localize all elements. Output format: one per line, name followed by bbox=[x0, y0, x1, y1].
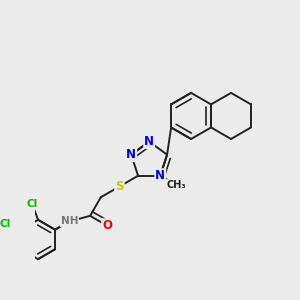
Text: NH: NH bbox=[61, 216, 78, 226]
Text: S: S bbox=[115, 180, 124, 193]
Text: O: O bbox=[102, 219, 112, 232]
Text: CH₃: CH₃ bbox=[166, 180, 186, 190]
Text: Cl: Cl bbox=[0, 219, 11, 229]
Text: N: N bbox=[144, 135, 154, 148]
Text: N: N bbox=[126, 148, 136, 161]
Text: N: N bbox=[155, 169, 165, 182]
Text: Cl: Cl bbox=[27, 199, 38, 209]
